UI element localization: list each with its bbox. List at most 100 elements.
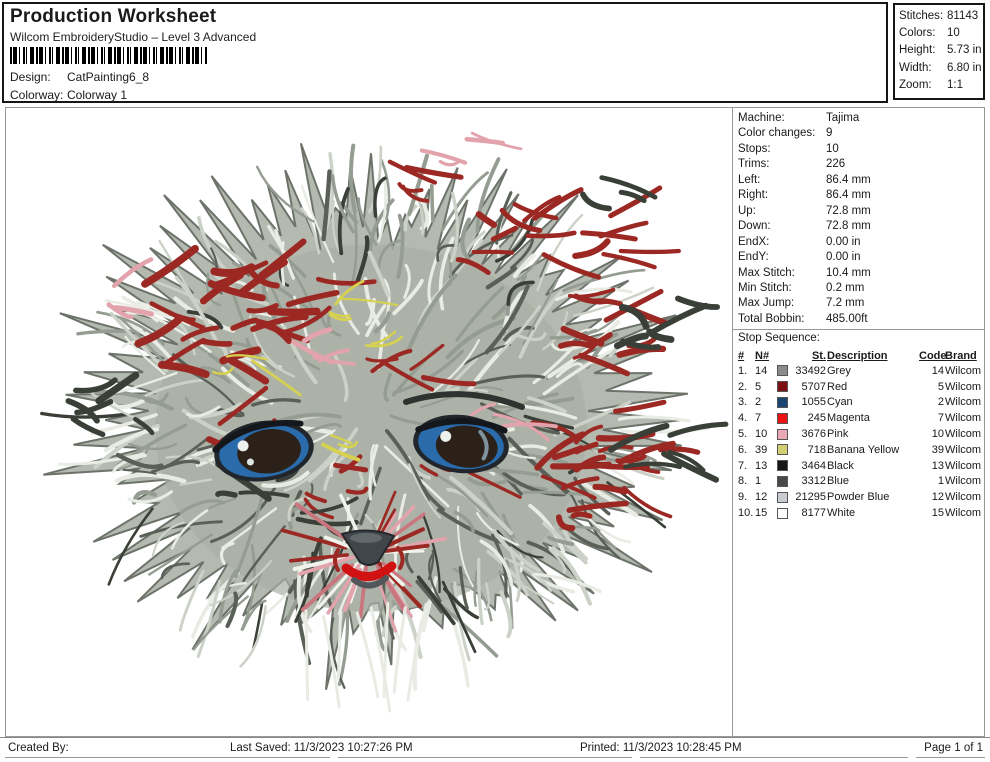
fur-strand — [617, 415, 691, 423]
thread-color-swatch — [777, 507, 788, 519]
machine-info-label: Down: — [738, 220, 771, 233]
thread-patch — [106, 302, 134, 320]
thread-patch — [158, 361, 210, 379]
stat-row: Width: 6.80 in — [899, 60, 983, 77]
fur-strand — [76, 329, 146, 336]
machine-info-label: Color changes: — [738, 127, 816, 140]
fur-strand — [165, 455, 216, 466]
fur-strand — [209, 560, 273, 607]
footer-rule — [916, 757, 985, 758]
col-description: Description — [827, 349, 888, 362]
fur-strand — [547, 535, 575, 547]
fur-strand — [290, 489, 303, 517]
thread-color-swatch — [777, 491, 788, 503]
fur-strand — [300, 207, 321, 255]
fur-strand — [242, 525, 286, 582]
thread-patch — [649, 302, 709, 335]
thread-patch — [490, 225, 518, 242]
thread-code: 5 — [937, 380, 944, 393]
fur-strand — [148, 533, 213, 576]
machine-info-row: Down: 72.8 mm — [738, 219, 982, 234]
muzzle-strand — [300, 563, 355, 612]
fur-strand — [396, 213, 405, 279]
fur-shading — [155, 244, 587, 612]
thread-code: 14 — [931, 364, 944, 377]
fur-strand — [415, 579, 444, 614]
fur-strand — [576, 478, 639, 518]
chin-strand — [336, 610, 343, 680]
thread-patch — [199, 338, 233, 347]
fur-strand — [104, 299, 181, 322]
needle-number: 14 — [755, 364, 768, 377]
fur-strand — [441, 580, 477, 654]
fur-strand — [151, 521, 185, 558]
fur-strand — [479, 539, 514, 587]
panel-divider — [733, 329, 984, 330]
thread-brand: Wilcom — [945, 396, 982, 409]
fur-strand — [128, 442, 178, 451]
machine-info-row: Total Bobbin: 485.00ft — [738, 312, 982, 327]
thread-patch — [387, 159, 438, 185]
fur-strand — [300, 184, 335, 264]
stop-sequence-row: 4. 7 245 Magenta 7 Wilcom — [738, 410, 981, 426]
fur-strand — [241, 599, 267, 631]
thread-patch — [601, 251, 657, 270]
muzzle-strand — [289, 553, 349, 563]
thread-patch — [567, 287, 616, 299]
fur-strand — [555, 287, 633, 302]
machine-info-value: 10.4 mm — [826, 266, 871, 279]
thread-patch — [580, 230, 638, 242]
muzzle-strand — [294, 502, 354, 545]
fur-strand — [507, 436, 569, 494]
machine-info-label: Max Jump: — [738, 297, 795, 310]
design-row: Design: CatPainting6_8 — [10, 70, 149, 84]
thread-patch — [215, 490, 238, 498]
stat-row: Zoom: 1:1 — [899, 77, 983, 94]
fur-strand — [515, 332, 547, 342]
software-version-label: Wilcom EmbroideryStudio – Level 3 Advanc… — [10, 30, 257, 44]
colorway-row: Colorway: Colorway 1 — [10, 88, 127, 102]
thread-patch — [499, 207, 543, 233]
stop-sequence-table: # N# St. Description Code Brand 1. 14 3349… — [738, 348, 981, 521]
stat-row: Colors: 10 — [899, 25, 983, 42]
thread-patch — [566, 500, 629, 513]
fur-strand — [408, 463, 442, 519]
thread-patch — [667, 450, 706, 472]
fur-strand — [475, 157, 501, 234]
cat-embroidery-design — [40, 131, 729, 713]
thread-code: 7 — [937, 412, 944, 425]
stat-label: Stitches: — [899, 10, 944, 22]
machine-info-row: Up: 72.8 mm — [738, 204, 982, 219]
fur-strand — [407, 273, 458, 351]
fur-strand — [112, 454, 147, 473]
fur-strand — [144, 378, 206, 397]
thread-patch — [541, 252, 602, 280]
fur-strand — [186, 405, 221, 418]
fur-strand — [283, 449, 337, 492]
fur-strand — [171, 509, 209, 550]
machine-info-label: Max Stitch: — [738, 266, 795, 279]
fur-strand — [542, 311, 569, 351]
fur-strand — [383, 372, 393, 402]
muzzle-strand — [384, 543, 430, 553]
machine-info-label: Stops: — [738, 142, 771, 155]
thread-patch — [420, 374, 477, 387]
fur-strand — [368, 444, 379, 501]
thread-patch — [608, 422, 670, 453]
machine-info-list: Machine: Tajima Color changes: 9 Stops: 10 Tri… — [738, 111, 982, 327]
fur-strand — [542, 348, 616, 396]
stat-value: 1:1 — [947, 78, 963, 91]
thread-description: Cyan — [827, 396, 853, 409]
fur-strand — [567, 528, 610, 551]
fur-strand — [225, 591, 239, 629]
fur-strand — [239, 605, 267, 668]
stop-number: 6. — [738, 443, 748, 456]
machine-info-row: Max Jump: 7.2 mm — [738, 296, 982, 311]
created-by-label: Created By: — [8, 742, 69, 754]
machine-info-label: Up: — [738, 204, 756, 217]
thread-code: 39 — [931, 443, 944, 456]
chin-strand — [304, 609, 310, 702]
fur-strand — [186, 309, 224, 330]
machine-info-value: 0.00 in — [826, 235, 861, 248]
thread-patch — [578, 352, 630, 377]
